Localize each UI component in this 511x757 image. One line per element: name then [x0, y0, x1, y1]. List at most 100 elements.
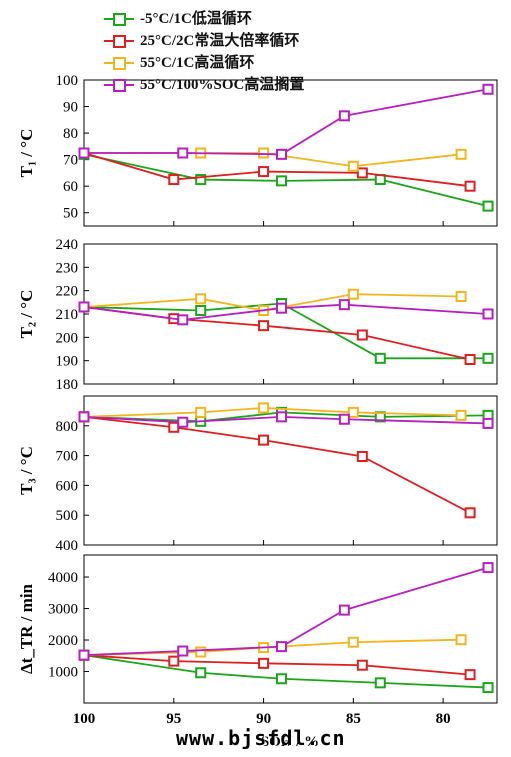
series-marker	[464, 354, 476, 365]
x-tick-label: 90	[256, 711, 271, 727]
series-marker	[482, 200, 494, 212]
series-marker	[482, 83, 494, 95]
series-marker	[455, 409, 467, 421]
legend-label: 25°C/2C常温大倍率循环	[140, 33, 300, 49]
series-marker	[455, 291, 467, 302]
series-marker	[195, 293, 207, 305]
series-marker	[258, 147, 270, 159]
y-tick-label: 4000	[48, 570, 78, 586]
series-marker	[482, 682, 494, 694]
series-marker	[464, 507, 476, 519]
legend-marker	[113, 57, 126, 70]
panel-t1: 50 60 70 80 90 100 T₁ / °C	[17, 73, 498, 227]
y-tick-label: 700	[56, 449, 79, 465]
series-marker	[276, 302, 288, 314]
series-marker	[195, 305, 207, 316]
series-marker	[276, 148, 288, 160]
series-marker	[356, 167, 368, 179]
series-marker	[258, 434, 270, 446]
series-marker	[482, 417, 494, 429]
x-tick-label: 85	[346, 711, 361, 727]
y-tick-label: 500	[56, 508, 79, 524]
panel-t2: 180 190 200 210 220 230 240 T₂ / °C	[17, 237, 498, 393]
series-marker	[276, 641, 288, 653]
y-tick-label: 230	[56, 260, 79, 276]
series-marker	[455, 634, 467, 646]
y-axis-label: T₃ / °C	[17, 446, 36, 495]
y-tick-label: 100	[56, 73, 79, 89]
y-tick-label: 600	[56, 478, 79, 494]
series-marker	[356, 329, 368, 341]
plot-frame	[83, 395, 498, 546]
series-line	[83, 415, 471, 514]
series-marker	[258, 657, 270, 669]
y-tick-label: 800	[56, 419, 79, 435]
legend-label: -5°C/1C低温循环	[140, 11, 252, 27]
y-tick-label: 70	[63, 153, 78, 169]
series-marker	[347, 160, 359, 172]
series-marker	[258, 320, 270, 332]
series-marker	[276, 175, 288, 187]
series-marker	[276, 673, 288, 685]
y-tick-label: 3000	[48, 602, 78, 618]
x-tick-label: 80	[436, 711, 451, 727]
panel-t3: 400 500 600 700 800 T₃ / °C	[17, 395, 498, 554]
legend-marker	[113, 13, 126, 26]
y-axis-label: T₁ / °C	[17, 129, 36, 178]
series-marker	[177, 416, 189, 428]
series-marker	[195, 406, 207, 418]
y-tick-label: 190	[56, 354, 79, 370]
legend-label: 55°C/100%SOC高温搁置	[140, 77, 305, 93]
y-tick-label: 90	[63, 100, 78, 116]
series-marker	[258, 402, 270, 414]
y-tick-label: 1000	[48, 665, 78, 681]
series-marker	[347, 288, 359, 300]
series-marker	[455, 148, 467, 160]
y-tick-label: 50	[63, 206, 78, 222]
y-tick-label: 200	[56, 330, 79, 346]
series-marker	[78, 147, 90, 159]
series-line	[84, 88, 489, 156]
series-marker	[338, 110, 350, 122]
series-line	[83, 654, 471, 676]
plot-frame	[83, 554, 498, 704]
series-marker	[347, 406, 359, 418]
series-marker	[482, 352, 494, 364]
y-tick-label: 210	[56, 307, 79, 323]
series-marker	[374, 677, 386, 689]
y-axis-label: T₂ / °C	[17, 290, 36, 339]
series-marker	[168, 174, 180, 186]
series-marker	[258, 166, 270, 178]
x-axis-label: SOH / %	[261, 734, 319, 750]
plot-frame	[83, 243, 498, 385]
series-marker	[177, 147, 189, 159]
y-tick-label: 220	[56, 284, 79, 300]
legend-label: 55°C/1C高温循环	[140, 55, 255, 71]
watermark: www.bjsfdl.cn	[176, 726, 346, 750]
series-marker	[464, 180, 476, 192]
y-tick-label: 60	[63, 179, 78, 195]
series-marker	[195, 646, 207, 658]
legend-marker	[113, 35, 126, 48]
series-marker	[347, 636, 359, 648]
series-marker	[338, 604, 350, 616]
series-marker	[482, 308, 494, 320]
y-tick-label: 240	[56, 237, 79, 253]
x-tick-label: 95	[166, 711, 181, 727]
series-marker	[276, 411, 288, 423]
x-tick-label: 100	[73, 711, 96, 727]
series-marker	[356, 659, 368, 671]
series-marker	[177, 314, 189, 326]
series-marker	[195, 174, 207, 186]
y-tick-label: 2000	[48, 633, 78, 649]
y-tick-label: 180	[56, 377, 79, 393]
legend-marker	[113, 79, 126, 92]
series-marker	[338, 413, 350, 425]
series-marker	[168, 655, 180, 667]
series-marker	[482, 562, 494, 574]
series-marker	[78, 649, 90, 661]
series-marker	[168, 421, 180, 433]
series-line	[83, 407, 462, 418]
series-marker	[356, 450, 368, 462]
